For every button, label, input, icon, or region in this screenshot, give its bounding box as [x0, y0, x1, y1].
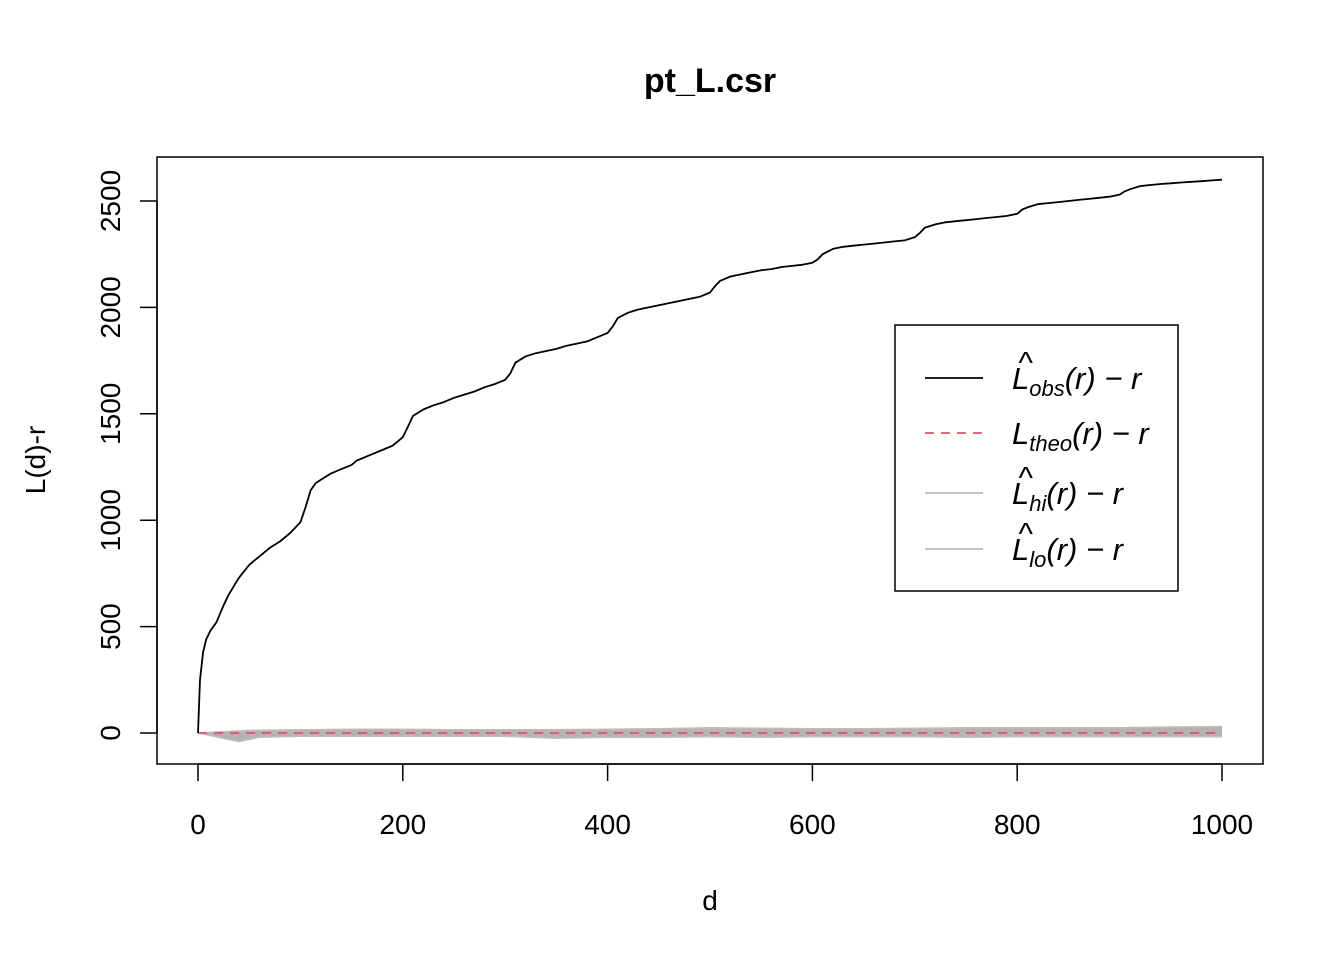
legend-label: Llo(r) − r: [1012, 532, 1125, 572]
legend-hat: ^: [1018, 460, 1033, 495]
series-line-obs: [197, 178, 1223, 734]
x-tick-label: 800: [994, 809, 1041, 840]
legend-hat: ^: [1018, 345, 1033, 380]
y-tick-label: 2000: [95, 276, 126, 338]
legend-label: Lobs(r) − r: [1012, 361, 1143, 401]
x-axis-label: d: [702, 885, 718, 916]
series-line-lo: [197, 732, 1222, 743]
y-axis-label: L(d)-r: [20, 426, 51, 494]
legend-label: Lhi(r) − r: [1012, 476, 1125, 516]
series-layer: [197, 178, 1223, 743]
x-tick-label: 200: [379, 809, 426, 840]
series-line-hi: [197, 725, 1223, 734]
y-tick-label: 1000: [95, 489, 126, 551]
x-tick-label: 600: [789, 809, 836, 840]
y-tick-label: 500: [95, 603, 126, 650]
legend-label: Ltheo(r) − r: [1012, 416, 1150, 456]
legend-hat: ^: [1018, 516, 1033, 551]
y-tick-label: 2500: [95, 170, 126, 232]
chart-title: pt_L.csr: [644, 62, 776, 100]
x-tick-label: 0: [190, 809, 206, 840]
legend-box: [894, 324, 1179, 592]
x-axis: 0 200 400 600 800 1000: [190, 763, 1253, 840]
x-tick-label: 400: [584, 809, 631, 840]
y-tick-label: 0: [95, 725, 126, 741]
y-tick-label: 1500: [95, 383, 126, 445]
y-axis: 0 500 1000 1500 2000 2500: [95, 170, 158, 741]
x-tick-label: 1000: [1191, 809, 1253, 840]
